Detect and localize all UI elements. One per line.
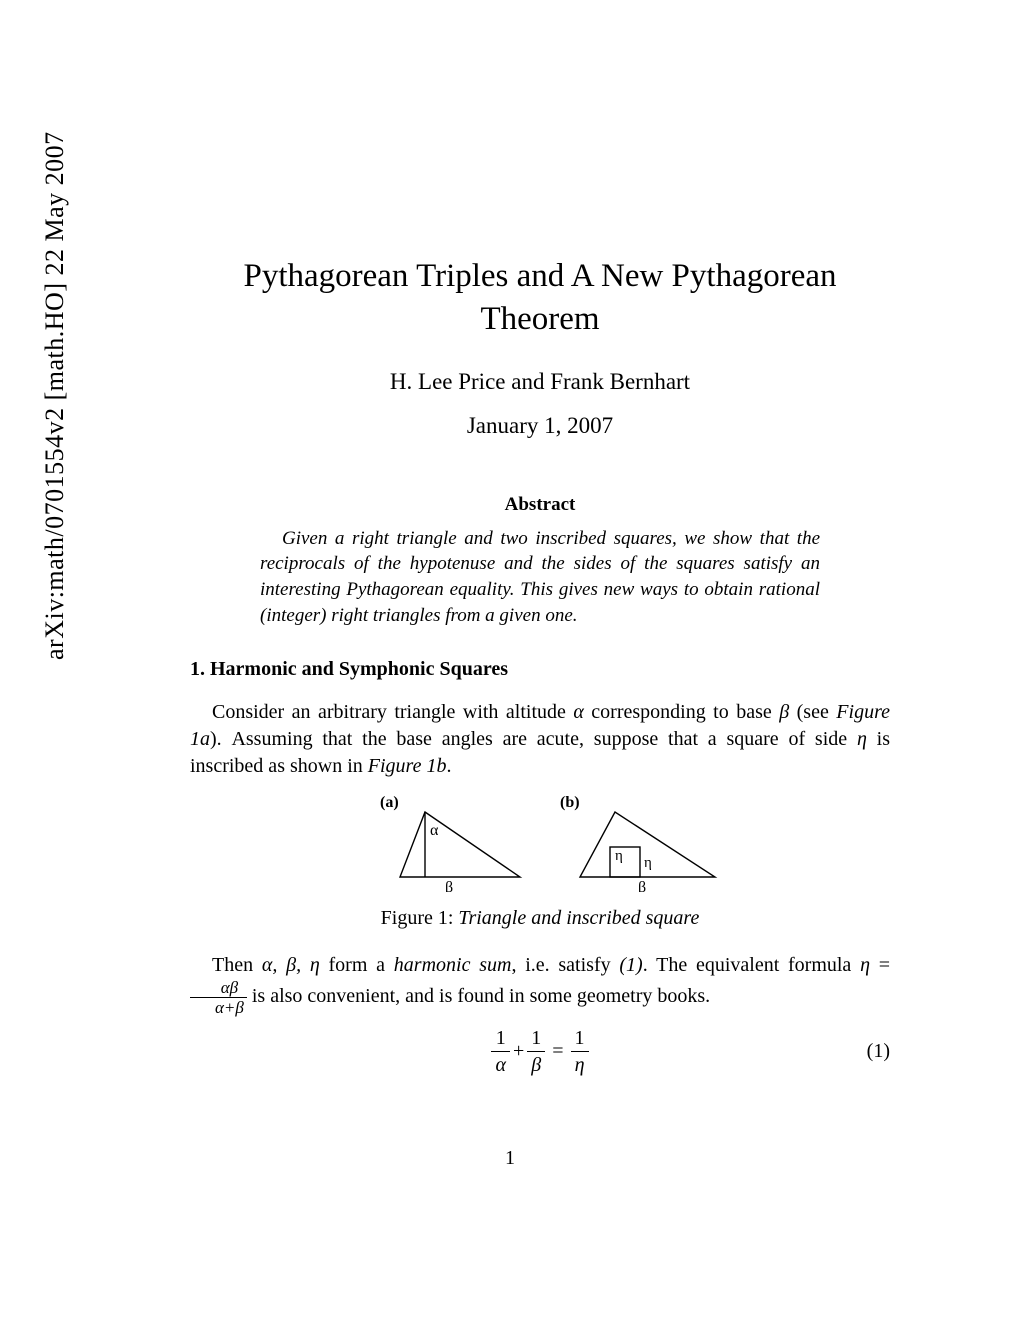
text-run: is also convenient, and is found in some… (247, 985, 710, 1007)
caption-prefix: Figure 1: (381, 907, 459, 929)
text-run: form a (320, 954, 394, 976)
frac-1-alpha: 1 α (491, 1028, 510, 1075)
paper-content: Pythagorean Triples and A New Pythagorea… (190, 255, 890, 1075)
abstract-heading: Abstract (190, 494, 890, 516)
text-run: Consider an arbitrary triangle with alti… (212, 701, 573, 723)
caption-text: Triangle and inscribed square (458, 907, 699, 929)
num: 1 (527, 1028, 545, 1052)
paper-title: Pythagorean Triples and A New Pythagorea… (190, 255, 890, 341)
frac-den: α+β (190, 998, 247, 1016)
frac-num: αβ (190, 979, 247, 998)
num: 1 (571, 1028, 589, 1052)
den: α (491, 1052, 510, 1075)
beta-label-b: β (638, 879, 646, 892)
vars-list: α, β, η (262, 954, 320, 976)
den: β (527, 1052, 545, 1075)
den: η (571, 1052, 589, 1075)
term-harmonic-sum: harmonic sum (394, 954, 512, 976)
var-eta: η (857, 728, 867, 750)
plus-sign: + (513, 1040, 524, 1063)
text-run: (see (789, 701, 836, 723)
text-run: ). Assuming that the base angles are acu… (210, 728, 857, 750)
paper-authors: H. Lee Price and Frank Bernhart (190, 369, 890, 395)
equals-sign: = (552, 1040, 563, 1063)
abstract-body: Given a right triangle and two inscribed… (260, 526, 820, 629)
text-run: , i.e. satisfy (511, 954, 619, 976)
alpha-label: α (430, 822, 439, 839)
text-run: . (446, 755, 451, 777)
eta-label-1: η (615, 848, 623, 864)
subfig-label-b: (b) (560, 794, 580, 811)
paper-date: January 1, 2007 (190, 413, 890, 439)
figure-1: (a) α β (b) η η β Figure 1: Triangle and… (190, 792, 890, 930)
figure-ref: Figure 1b (368, 755, 447, 777)
figure-1-svg: (a) α β (b) η η β (340, 792, 740, 892)
eta-label-2: η (644, 855, 652, 871)
section-1-para-1: Consider an arbitrary triangle with alti… (190, 699, 890, 780)
text-run: = (870, 954, 890, 976)
text-run: . The equivalent formula (643, 954, 860, 976)
text-run: Then (212, 954, 262, 976)
triangle-a (400, 812, 520, 877)
equation-1: 1 α + 1 β = 1 η (1) (190, 1028, 890, 1075)
page-number: 1 (0, 1147, 1020, 1170)
eq-ref: (1) (619, 954, 642, 976)
beta-label: β (445, 879, 453, 892)
inline-fraction: αβα+β (190, 979, 247, 1016)
num: 1 (491, 1028, 510, 1052)
frac-1-beta: 1 β (527, 1028, 545, 1075)
var-beta: β (779, 701, 789, 723)
arxiv-identifier: arXiv:math/0701554v2 [math.HO] 22 May 20… (40, 131, 70, 660)
equation-number: (1) (867, 1040, 890, 1063)
var-eta: η (860, 954, 870, 976)
section-1-para-2: Then α, β, η form a harmonic sum, i.e. s… (190, 952, 890, 1016)
subfig-label-a: (a) (380, 794, 399, 811)
var-alpha: α (573, 701, 584, 723)
text-run: corresponding to base (584, 701, 779, 723)
frac-1-eta: 1 η (571, 1028, 589, 1075)
section-1-heading: 1. Harmonic and Symphonic Squares (190, 658, 890, 681)
figure-1-caption: Figure 1: Triangle and inscribed square (190, 907, 890, 930)
